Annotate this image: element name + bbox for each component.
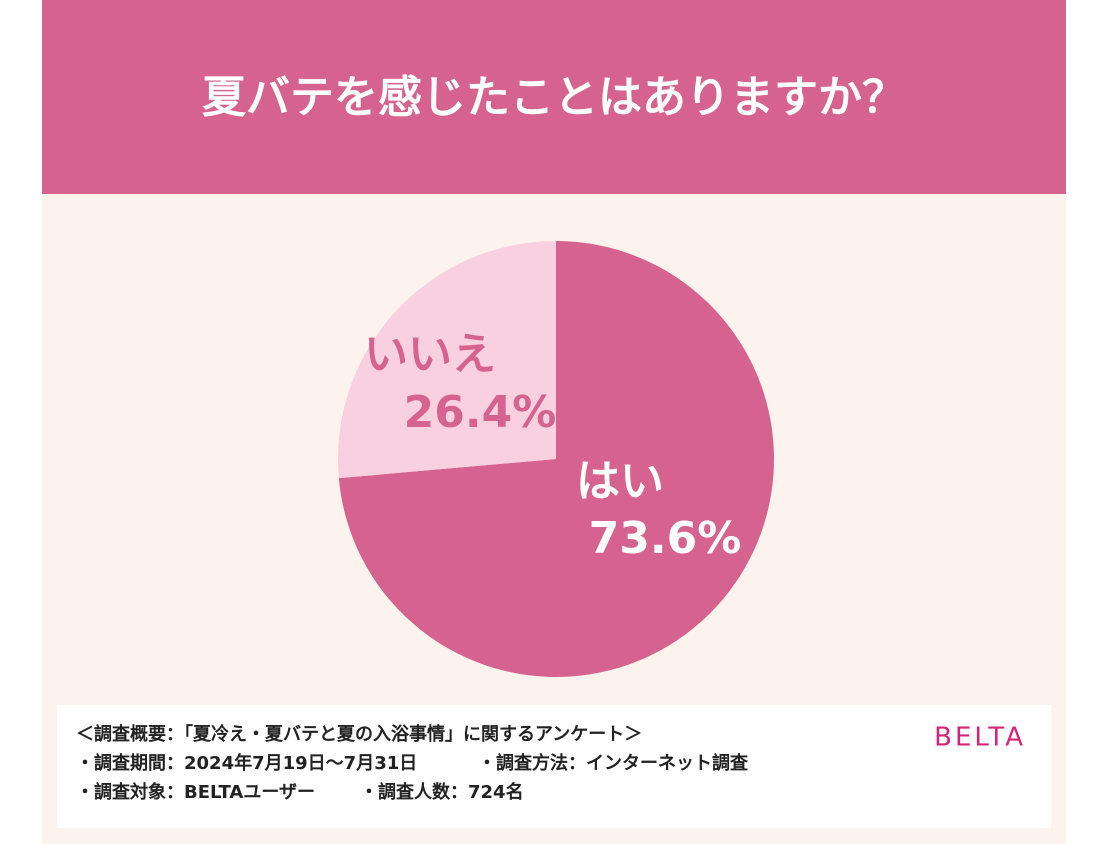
brand-logo: BELTA	[934, 723, 1026, 753]
survey-note: ・調査対象：BELTAユーザー	[76, 781, 315, 803]
pie-slice	[338, 241, 774, 677]
slice-category-label: いいえ	[364, 329, 496, 380]
survey-note: ・調査方法：インターネット調査	[478, 752, 748, 774]
slice-category-label: はい	[576, 456, 664, 507]
footer-box	[57, 705, 1051, 828]
slice-value-label: 73.6%	[589, 513, 742, 564]
survey-note: ・調査期間：2024年7月19日〜7月31日	[76, 752, 417, 774]
slice-value-label: 26.4%	[404, 387, 557, 438]
survey-note: ＜調査概要：「夏冷え・夏バテと夏の入浴事情」に関するアンケート＞	[76, 723, 642, 745]
header-band	[42, 0, 1066, 194]
survey-note: ・調査人数：724名	[360, 781, 524, 803]
chart-title: 夏バテを感じたことはありますか？	[202, 72, 906, 123]
pie-slice	[337, 240, 556, 479]
